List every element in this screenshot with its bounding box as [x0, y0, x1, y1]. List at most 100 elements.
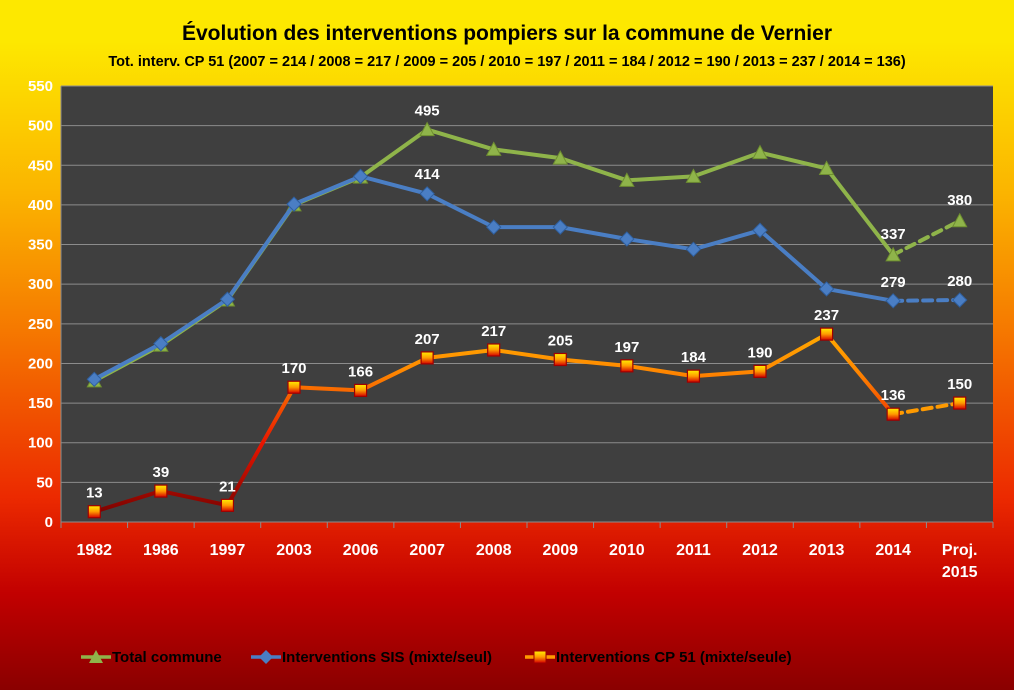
data-label: 197 — [614, 339, 639, 356]
x-tick-label: 2006 — [343, 542, 379, 559]
series-marker — [818, 160, 835, 175]
x-tick-label: 2011 — [676, 542, 711, 559]
y-tick-label: 350 — [28, 237, 53, 254]
series-marker — [819, 327, 834, 341]
triangle-icon — [89, 650, 103, 663]
series-marker — [752, 144, 768, 160]
data-label: 190 — [747, 344, 772, 361]
series-marker — [685, 168, 702, 183]
data-label: 217 — [481, 323, 506, 340]
x-tick-label: 2012 — [742, 542, 778, 559]
series-line-projection — [891, 401, 962, 417]
y-tick-label: 300 — [28, 276, 53, 293]
y-tick-label: 400 — [28, 197, 53, 214]
data-label: 279 — [881, 274, 906, 291]
x-tick-label: Proj. — [942, 542, 978, 559]
series-marker — [553, 352, 567, 367]
series-marker — [486, 219, 502, 235]
square-icon — [533, 650, 547, 664]
x-tick-label: 2010 — [609, 542, 645, 559]
data-label: 207 — [415, 331, 440, 348]
legend-swatch — [525, 650, 555, 664]
y-tick-label: 250 — [28, 316, 53, 333]
series-marker — [487, 343, 501, 357]
series-marker — [87, 505, 101, 519]
y-tick-label: 200 — [28, 355, 53, 372]
data-label: 380 — [947, 192, 972, 209]
series-marker — [353, 383, 368, 398]
legend-item: Total commune — [80, 645, 222, 669]
series-marker — [620, 359, 634, 373]
series-marker — [220, 498, 235, 512]
x-tick-label: 1997 — [210, 542, 246, 559]
series-marker — [485, 141, 502, 156]
legend-item: Interventions SIS (mixte/seul) — [250, 645, 492, 669]
data-label: 21 — [219, 478, 236, 495]
data-label: 205 — [548, 332, 573, 349]
data-labels: 495 337 380 414 279 280 13 39 21 170 166 207 217 205 1… — [86, 103, 972, 502]
series-marker — [619, 231, 635, 247]
legend-item: Interventions CP 51 (mixte/seule) — [524, 645, 792, 669]
data-label: 170 — [281, 360, 306, 377]
legend-label: Interventions CP 51 (mixte/seule) — [556, 648, 792, 666]
series-marker — [951, 212, 968, 228]
series-marker — [818, 281, 835, 297]
data-label: 337 — [881, 226, 906, 243]
series-marker — [619, 172, 635, 187]
chart-subtitle: Tot. interv. CP 51 (2007 = 214 / 2008 = … — [108, 54, 906, 70]
series-marker — [552, 219, 568, 235]
y-tick-label: 50 — [36, 474, 53, 491]
series-marker — [287, 380, 301, 394]
x-tick-label: 2014 — [875, 542, 911, 559]
data-label: 414 — [415, 166, 441, 183]
series-marker — [219, 291, 236, 307]
axes: 0 50 100 150 200 250 300 350 400 450 500 550 1982 198… — [28, 78, 994, 581]
legend: Total commune Interventions SIS (mixte/se… — [0, 645, 1014, 669]
data-label: 495 — [415, 103, 440, 120]
legend-label: Interventions SIS (mixte/seul) — [282, 648, 493, 666]
x-tick-label: 2013 — [809, 542, 845, 559]
series-marker — [419, 186, 435, 202]
series-marker — [686, 369, 701, 383]
chart-title: Évolution des interventions pompiers sur… — [182, 22, 832, 45]
series-marker — [286, 196, 302, 212]
series-line-projection — [891, 218, 962, 257]
data-label: 237 — [814, 307, 839, 324]
plot-background — [61, 86, 993, 522]
series-marker — [752, 222, 768, 238]
y-tick-label: 550 — [28, 78, 53, 95]
series-marker — [886, 407, 900, 421]
data-label: 184 — [681, 349, 707, 366]
series-marker — [419, 121, 435, 137]
x-tick-label: 2003 — [276, 542, 312, 559]
series-marker — [86, 371, 102, 388]
data-label: 136 — [881, 387, 906, 404]
series-marker — [153, 335, 169, 352]
x-tick-label: 2009 — [542, 542, 578, 559]
y-tick-label: 150 — [28, 395, 53, 412]
x-tick-label: 2015 — [942, 564, 978, 581]
data-label: 39 — [153, 464, 170, 481]
y-tick-label: 500 — [28, 118, 53, 135]
data-label: 13 — [86, 485, 103, 502]
legend-swatch — [81, 650, 111, 663]
diamond-icon — [259, 650, 273, 664]
grid-lines — [61, 85, 993, 523]
series-line-projection — [891, 298, 962, 303]
series-marker — [885, 246, 901, 262]
x-tick-label: 2008 — [476, 542, 512, 559]
series-marker — [352, 168, 369, 185]
x-tick-label: 1982 — [76, 542, 112, 559]
y-tick-label: 450 — [28, 157, 53, 174]
series-marker — [885, 293, 901, 309]
x-tick-label: 2007 — [409, 542, 445, 559]
legend-label: Total commune — [112, 648, 222, 666]
data-label: 166 — [348, 363, 373, 380]
y-tick-label: 100 — [28, 435, 53, 452]
series-marker — [154, 484, 168, 498]
legend-swatch — [251, 650, 281, 664]
series-marker — [952, 292, 968, 308]
data-label: 280 — [947, 273, 972, 290]
